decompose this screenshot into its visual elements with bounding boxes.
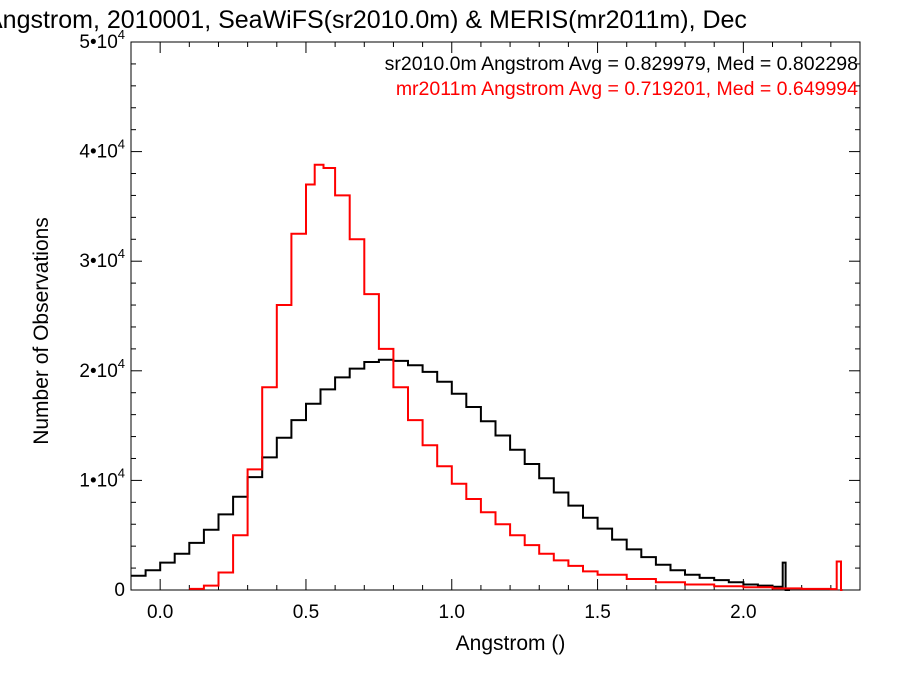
labels-layer: 0.0 0.5 1.0 1.5 2.001•1042•1043•1044•1045•10… xyxy=(30,27,858,655)
stats-annotation-1: sr2010.0m Angstrom Avg = 0.829979, Med =… xyxy=(385,53,858,75)
y-tick-label: 3•104 xyxy=(79,246,125,272)
y-tick-mantissa: 0 xyxy=(114,580,125,601)
stats-annotation-2: mr2011m Angstrom Avg = 0.719201, Med = 0… xyxy=(396,78,858,100)
x-tick-label: 0.5 xyxy=(293,602,319,623)
histogram-series-1 xyxy=(131,358,790,591)
chart-title: Angstrom, 2010001, SeaWiFS(sr2010.0m) & … xyxy=(0,0,900,42)
y-tick-exponent: 4 xyxy=(118,137,125,152)
y-tick-exponent: 4 xyxy=(118,27,125,42)
y-tick-label: 1•104 xyxy=(79,465,125,491)
y-tick-label: 0 xyxy=(114,580,125,601)
x-tick-label: 2.0 xyxy=(730,602,756,623)
y-tick-mantissa: 4•10 xyxy=(79,142,117,163)
axes xyxy=(130,41,861,591)
y-axis-label: Number of Observations xyxy=(30,217,53,445)
y-tick-label: 4•104 xyxy=(79,137,125,163)
y-tick-mantissa: 5•10 xyxy=(79,32,117,53)
y-tick-mantissa: 2•10 xyxy=(79,361,117,382)
y-tick-exponent: 4 xyxy=(118,246,125,261)
y-tick-mantissa: 3•10 xyxy=(79,251,117,272)
plot-frame xyxy=(130,41,861,591)
x-tick-label: 0.0 xyxy=(147,602,173,623)
y-tick-exponent: 4 xyxy=(118,356,125,371)
chart-title-text: Angstrom, 2010001, SeaWiFS(sr2010.0m) & … xyxy=(0,6,747,34)
x-tick-label: 1.5 xyxy=(584,602,610,623)
series-layer xyxy=(131,163,843,591)
histogram-series-2 xyxy=(189,163,843,591)
y-tick-label: 2•104 xyxy=(79,356,125,382)
x-axis-label: Angstrom () xyxy=(456,632,566,655)
y-tick-exponent: 4 xyxy=(118,465,125,480)
y-tick-label: 5•104 xyxy=(79,27,125,53)
y-tick-mantissa: 1•10 xyxy=(79,470,117,491)
x-tick-label: 1.0 xyxy=(439,602,465,623)
